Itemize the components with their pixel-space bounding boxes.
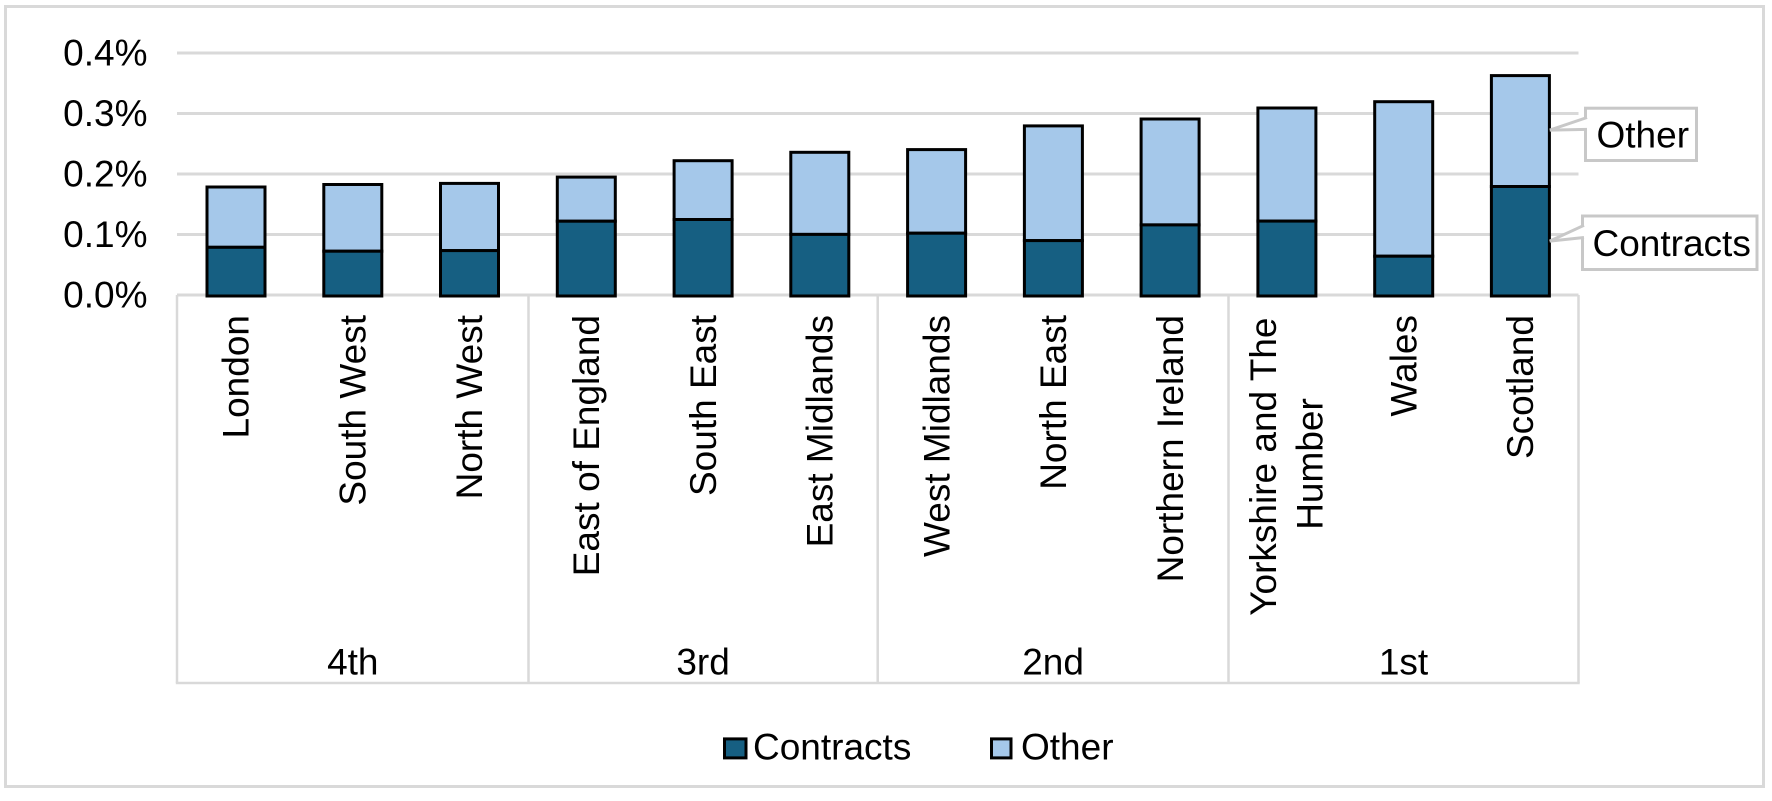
- svg-text:South West: South West: [333, 314, 374, 505]
- svg-text:East of England: East of England: [566, 315, 607, 576]
- svg-text:0.0%: 0.0%: [63, 275, 147, 316]
- svg-text:East Midlands: East Midlands: [800, 315, 841, 547]
- svg-text:North West: North West: [449, 314, 490, 499]
- svg-text:Other: Other: [1021, 727, 1114, 768]
- svg-text:0.3%: 0.3%: [63, 93, 147, 134]
- svg-text:1st: 1st: [1379, 642, 1429, 683]
- svg-text:Scotland: Scotland: [1500, 315, 1541, 459]
- svg-text:Contracts: Contracts: [1593, 223, 1751, 264]
- svg-text:0.4%: 0.4%: [63, 33, 147, 74]
- svg-text:Other: Other: [1597, 115, 1690, 156]
- svg-text:North East: North East: [1033, 314, 1074, 490]
- svg-text:Humber: Humber: [1290, 398, 1331, 530]
- svg-text:South East: South East: [683, 314, 724, 496]
- svg-text:West Midlands: West Midlands: [916, 315, 957, 557]
- svg-text:London: London: [216, 315, 257, 438]
- svg-text:4th: 4th: [327, 642, 378, 683]
- svg-text:3rd: 3rd: [676, 642, 729, 683]
- svg-text:Wales: Wales: [1383, 315, 1424, 416]
- svg-text:Contracts: Contracts: [753, 727, 911, 768]
- svg-text:2nd: 2nd: [1022, 642, 1084, 683]
- svg-text:0.1%: 0.1%: [63, 214, 147, 255]
- svg-text:Northern Ireland: Northern Ireland: [1150, 315, 1191, 582]
- svg-text:Yorkshire and The: Yorkshire and The: [1243, 318, 1284, 616]
- svg-text:0.2%: 0.2%: [63, 154, 147, 195]
